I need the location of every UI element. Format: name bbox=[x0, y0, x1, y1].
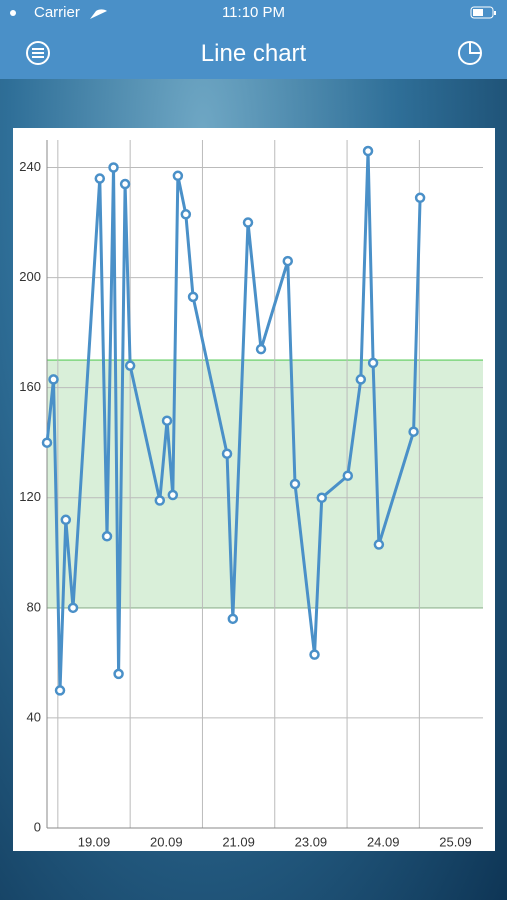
status-icons bbox=[10, 9, 107, 19]
point bbox=[221, 448, 233, 459]
point bbox=[255, 343, 267, 355]
point bbox=[41, 437, 53, 448]
point bbox=[342, 470, 354, 481]
point bbox=[60, 514, 72, 526]
point bbox=[187, 291, 199, 303]
point bbox=[242, 217, 254, 228]
point bbox=[282, 255, 294, 267]
y-tick-label: 200 bbox=[19, 269, 41, 284]
x-tick-label: 21.09 bbox=[222, 834, 255, 849]
x-tick-label: 24.09 bbox=[367, 834, 400, 849]
point bbox=[227, 613, 239, 625]
point bbox=[408, 426, 419, 437]
x-tick-label: 25.09 bbox=[439, 834, 472, 849]
point bbox=[154, 495, 166, 506]
y-tick-label: 0 bbox=[34, 819, 41, 834]
y-tick-label: 40 bbox=[27, 709, 41, 724]
point bbox=[289, 478, 301, 490]
point bbox=[309, 649, 320, 660]
point bbox=[161, 415, 173, 426]
point bbox=[119, 178, 131, 190]
point bbox=[54, 685, 66, 696]
clock: 11:10 PM bbox=[221, 4, 286, 21]
point bbox=[101, 531, 113, 542]
y-tick-label: 240 bbox=[19, 159, 41, 174]
point bbox=[67, 602, 79, 614]
x-tick-label: 20.09 bbox=[150, 834, 183, 849]
point bbox=[373, 539, 385, 550]
y-tick-label: 80 bbox=[27, 599, 41, 614]
point bbox=[362, 145, 374, 157]
chart-panel bbox=[13, 128, 495, 851]
y-tick-label: 120 bbox=[19, 489, 41, 504]
limit-band bbox=[47, 360, 483, 608]
line bbox=[45, 150, 422, 691]
point bbox=[113, 668, 124, 680]
menu-button[interactable] bbox=[24, 39, 52, 67]
x-tick-label: 23.09 bbox=[295, 834, 328, 849]
nav-title: Line chart bbox=[200, 40, 307, 67]
y-tick-label: 160 bbox=[19, 379, 41, 394]
x-tick-label: 19.09 bbox=[78, 834, 111, 849]
point bbox=[367, 357, 379, 369]
point bbox=[180, 209, 192, 220]
battery bbox=[470, 6, 496, 19]
point bbox=[94, 173, 106, 184]
chart-type-button[interactable] bbox=[456, 39, 484, 67]
point bbox=[48, 374, 59, 385]
point bbox=[316, 492, 328, 504]
point bbox=[172, 170, 184, 182]
nav-bar: Carrier 11:10 PM Line chart bbox=[0, 0, 507, 79]
point bbox=[167, 489, 179, 501]
point bbox=[124, 360, 136, 371]
point bbox=[355, 374, 367, 385]
point bbox=[414, 192, 426, 204]
point bbox=[108, 162, 119, 173]
carrier: Carrier bbox=[34, 4, 80, 21]
